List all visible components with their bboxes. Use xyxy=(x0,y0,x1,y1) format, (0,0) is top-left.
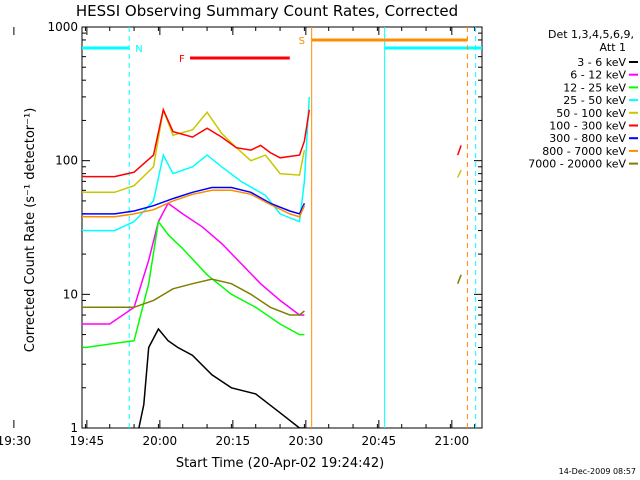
x-tick-label-21-00: 21:00 xyxy=(435,434,470,448)
y-tick-label-100: 100 xyxy=(55,154,78,168)
legend-label-100-300-kev: 100 - 300 keV xyxy=(549,120,626,133)
y-tick-label-10: 10 xyxy=(63,287,78,301)
legend-label-50-100-kev: 50 - 100 keV xyxy=(556,107,626,120)
footer-timestamp: 14-Dec-2009 08:57 xyxy=(559,467,636,476)
series-line-7000-20000-kev xyxy=(82,278,305,316)
x-tick-label-20-15: 20:15 xyxy=(216,434,251,448)
series-line-25-50-kev xyxy=(82,96,311,232)
legend-label-7000-20000-kev: 7000 - 20000 keV xyxy=(528,158,626,171)
legend-label-300-800-kev: 300 - 800 keV xyxy=(549,132,626,145)
legend-header-line-2: Att 1 xyxy=(600,41,626,54)
y-tick-label-1: 1 xyxy=(70,421,78,435)
series-line-6-12-kev xyxy=(82,202,305,325)
series-segment xyxy=(456,274,462,284)
legend-label-3-6-kev: 3 - 6 keV xyxy=(577,56,626,69)
x-axis-label: Start Time (20-Apr-02 19:24:42) xyxy=(176,456,384,471)
x-tick-label-19-30: 19:30 xyxy=(0,434,31,448)
series-segment xyxy=(456,145,462,156)
legend-label-12-25-kev: 12 - 25 keV xyxy=(563,81,626,94)
x-tick-label-19-45: 19:45 xyxy=(70,434,105,448)
y-tick-label-1000: 1000 xyxy=(47,20,78,34)
marker-label-s: S xyxy=(299,36,305,47)
x-tick-label-20-30: 20:30 xyxy=(289,434,324,448)
plot-area: 1 10 100 1000 19:30 19:45 20:00 20:15 20:30 20:45… xyxy=(0,20,483,448)
series-line-3-6-kev xyxy=(138,327,305,428)
series-line-100-300-kev xyxy=(82,107,311,178)
legend-header-line-1: Det 1,3,4,5,6,9, xyxy=(548,28,634,41)
series-segment xyxy=(457,169,462,178)
series-group xyxy=(82,96,462,428)
legend-label-800-7000-kev: 800 - 7000 keV xyxy=(542,145,626,158)
x-tick-label-20-00: 20:00 xyxy=(143,434,178,448)
series-line-50-100-kev xyxy=(82,106,306,194)
marker-label-n: N xyxy=(135,44,142,55)
marker-label-f: F xyxy=(179,54,185,65)
series-line-800-7000-kev xyxy=(82,189,306,218)
y-axis-label: Corrected Count Rate (s⁻¹ detector⁻¹) xyxy=(23,108,38,353)
series-line-12-25-kev xyxy=(82,219,305,349)
legend-label-25-50-kev: 25 - 50 keV xyxy=(563,94,626,107)
legend-label-6-12-kev: 6 - 12 keV xyxy=(570,69,626,82)
plot-frame xyxy=(81,26,483,429)
x-tick-label-20-45: 20:45 xyxy=(362,434,397,448)
chart-title: HESSI Observing Summary Count Rates, Cor… xyxy=(76,2,458,20)
series-line-300-800-kev xyxy=(82,186,306,215)
